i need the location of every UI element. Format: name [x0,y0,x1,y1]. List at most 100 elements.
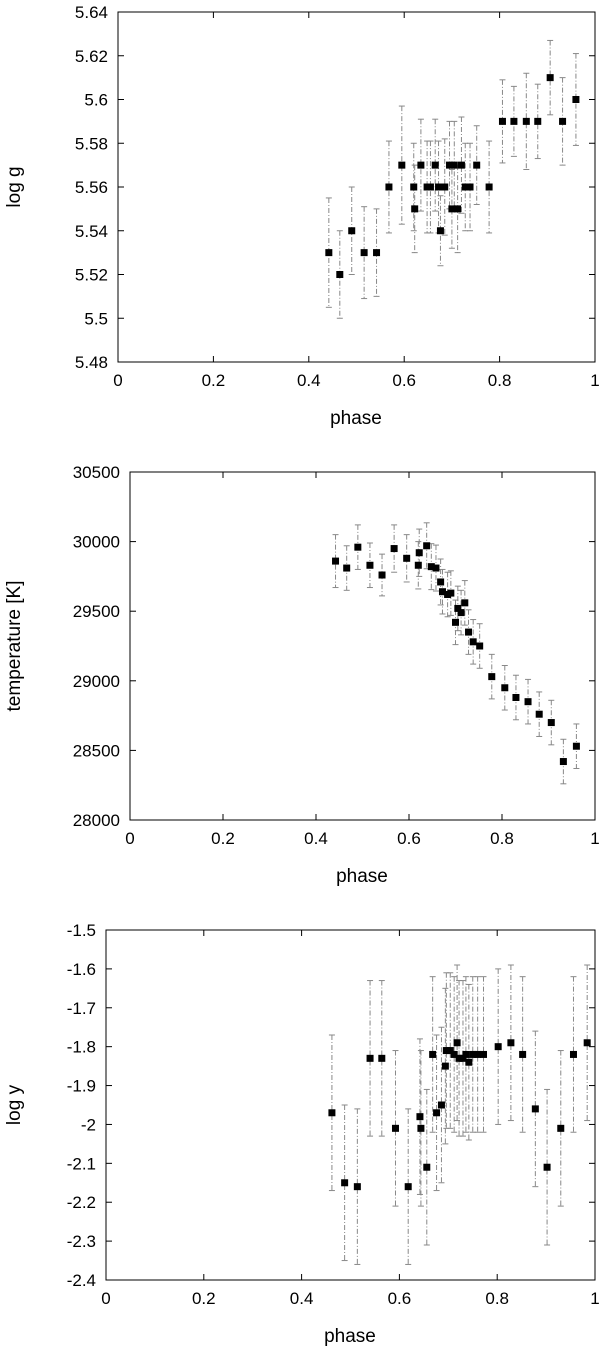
data-point [411,205,419,213]
panel-temperature: 0 0.2 0.4 0.6 0.8 1 28000 28500 29000 29500 30000… [4,463,600,887]
data-point [415,549,423,557]
x-tick-label: 0 [125,829,134,848]
data-point [446,1047,454,1055]
x-tick-label: 0.8 [485,1289,509,1308]
data-point [473,161,481,169]
data-point [569,1050,577,1058]
y-axis-ticks: 5.48 5.5 5.52 5.54 5.56 5.58 5.6 5.62 5.64 [75,3,595,372]
data-point [547,719,555,727]
data-point [557,1124,565,1132]
data-point [437,1101,445,1109]
error-bars [328,964,591,1265]
x-tick-label: 0.4 [304,829,328,848]
plot-frame [105,929,596,1281]
x-tick-label: 0.2 [211,829,235,848]
y-tick-label: 5.62 [75,47,108,66]
x-axis-ticks: 0 0.2 0.4 0.6 0.8 1 [125,472,600,848]
data-point [461,183,469,191]
data-point [438,588,446,596]
error-bars [325,39,579,319]
data-point [559,758,567,766]
y-tick-label: -1.5 [67,921,96,940]
data-point [341,1179,349,1187]
y-axis-ticks: -2.4 -2.3 -2.2 -2.1 -2 -1.9 -1.8 -1.7 -1.6 -1.5 [67,921,595,1290]
data-point [522,117,530,125]
y-tick-label: 5.64 [75,3,108,22]
data-point [378,571,386,579]
data-point [398,161,406,169]
data-point [410,183,418,191]
x-axis-label: phase [324,1326,376,1347]
x-tick-label: 0 [113,371,122,390]
y-tick-label: 5.58 [75,134,108,153]
x-tick-label: 0.2 [202,371,226,390]
data-point [480,1050,488,1058]
data-point [366,1054,374,1062]
data-point [435,183,443,191]
x-tick-label: 1 [590,1289,599,1308]
data-point [546,74,554,82]
x-tick-label: 0.6 [392,371,416,390]
data-point [414,561,422,569]
data-points [328,1039,591,1191]
data-point [462,1050,470,1058]
y-tick-label: 30500 [73,463,120,482]
data-point [450,1050,458,1058]
data-point [385,183,393,191]
data-point [328,1109,336,1117]
data-point [423,1163,431,1171]
data-point [474,1050,482,1058]
y-tick-label: -2 [81,1115,96,1134]
data-point [423,542,431,550]
y-axis-ticks: 28000 28500 29000 29500 30000 30500 [73,463,595,830]
y-tick-label: 28000 [73,811,120,830]
data-point [336,271,344,278]
data-point [476,642,484,650]
data-point [366,561,374,569]
data-point [432,564,440,572]
data-point [498,117,506,125]
data-point [465,1058,473,1066]
x-tick-label: 0.6 [388,1289,412,1308]
data-point [466,183,474,191]
y-tick-label: -1.8 [67,1038,96,1057]
data-point [441,1062,449,1070]
data-point [431,161,439,169]
data-point [404,1183,412,1191]
data-point [426,183,434,191]
x-tick-label: 1 [590,829,599,848]
data-point [441,183,449,191]
x-tick-label: 0.4 [297,371,321,390]
y-tick-label: -1.6 [67,960,96,979]
data-point [524,698,532,706]
x-axis-label: phase [330,408,382,429]
data-point [559,117,567,125]
y-tick-label: -1.9 [67,1077,96,1096]
y-tick-label: 29000 [73,672,120,691]
data-point [494,1043,502,1051]
data-point [433,1109,441,1117]
data-point [512,694,520,702]
data-point [454,205,462,213]
y-tick-label: 5.5 [84,309,108,328]
data-point [450,161,458,169]
data-point [343,564,351,572]
data-point [442,1047,450,1055]
data-point [325,249,333,257]
data-point [403,554,411,562]
data-point [454,604,462,612]
data-point [448,205,456,213]
data-point [488,673,496,681]
data-point [469,638,477,646]
data-point [390,545,398,553]
data-point [436,227,444,235]
panel-log-g: 0 0.2 0.4 0.6 0.8 1 5.485.55.525.545.565.585.… [4,3,600,429]
data-point [427,563,435,571]
y-tick-label: -2.3 [67,1232,96,1251]
x-tick-label: 0.6 [397,829,421,848]
y-tick-label: 28500 [73,741,120,760]
x-axis-label: phase [336,866,388,887]
data-point [416,1113,424,1121]
data-point [501,684,509,692]
